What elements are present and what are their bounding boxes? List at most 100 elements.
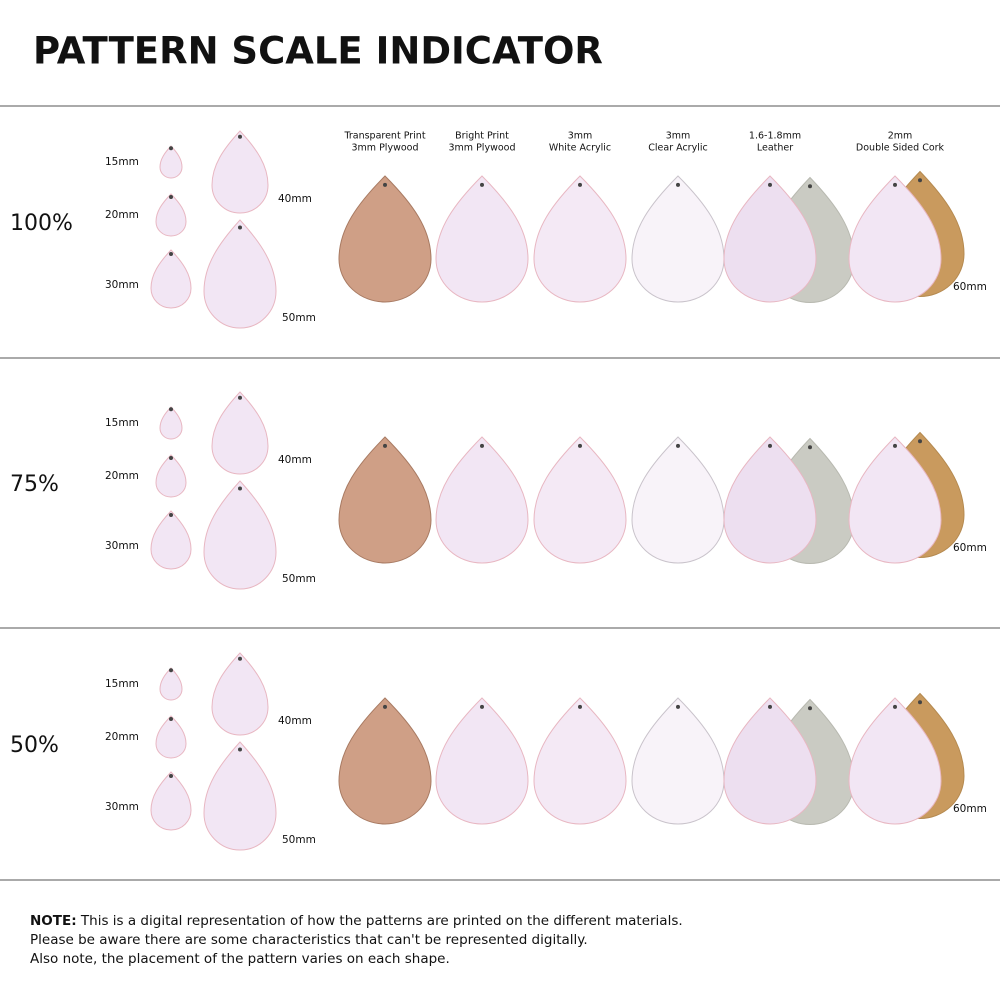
size-label: 60mm [953,803,987,815]
scale-chart: PATTERN SCALE INDICATOR Transparent Prin… [0,30,1000,881]
hole [169,146,173,151]
hole [768,443,772,448]
hole [578,704,582,709]
teardrop [631,175,725,303]
teardrop [848,697,942,825]
note-text: This is a digital representation of how … [80,913,683,929]
hole [238,656,242,661]
teardrop [631,697,725,825]
teardrop [159,406,183,440]
note-line: NOTE: This is a digital representation o… [30,912,683,931]
size-label: 20mm [105,470,139,482]
teardrop [211,130,269,214]
hole [383,704,387,709]
teardrop [723,697,817,825]
size-label: 40mm [278,715,312,727]
hole [238,486,242,491]
size-label: 15mm [105,678,139,690]
teardrop [533,436,627,564]
note-line: Please be aware there are some character… [30,932,588,948]
material-label: 3mm Plywood [449,143,516,154]
hole [918,439,922,444]
hole [169,774,173,779]
hole [918,178,922,183]
teardrop [533,697,627,825]
size-label: 40mm [278,454,312,466]
size-label: 30mm [105,801,139,813]
material-label: 3mm [568,131,593,142]
teardrop [159,667,183,701]
hole [893,443,897,448]
hole [169,716,173,721]
material-label: 3mm Plywood [352,143,419,154]
scale-label: 50% [10,733,59,758]
hole [169,194,173,199]
teardrop [211,391,269,475]
teardrop [159,145,183,179]
material-label: Clear Acrylic [648,143,707,154]
hole [808,445,812,450]
teardrop [150,249,192,309]
size-label: 30mm [105,279,139,291]
note-line: Also note, the placement of the pattern … [30,951,450,967]
size-label: 60mm [953,281,987,293]
hole [480,704,484,709]
material-label: Double Sided Cork [856,143,945,154]
teardrop [338,436,432,564]
teardrop [150,771,192,831]
hole [238,225,242,230]
size-label: 30mm [105,540,139,552]
hole [578,182,582,187]
hole [238,134,242,139]
hole [238,747,242,752]
material-label: Bright Print [455,131,509,142]
hole [893,182,897,187]
hole [480,443,484,448]
teardrop [435,175,529,303]
hole [578,443,582,448]
size-label: 40mm [278,193,312,205]
note-label: NOTE: [30,913,77,929]
size-label: 15mm [105,156,139,168]
hole [676,182,680,187]
hole [238,395,242,400]
material-label: Leather [757,143,793,154]
title: PATTERN SCALE INDICATOR [33,30,603,73]
note: NOTE: This is a digital representation o… [30,912,683,969]
hole [383,182,387,187]
material-label: 1.6-1.8mm [749,131,801,142]
teardrop [723,436,817,564]
material-label: 2mm [888,131,913,142]
size-label: 15mm [105,417,139,429]
teardrop [848,175,942,303]
hole [169,668,173,673]
teardrop [533,175,627,303]
teardrop [155,454,187,498]
teardrop [155,715,187,759]
hole [480,182,484,187]
size-label: 20mm [105,731,139,743]
teardrop [723,175,817,303]
hole [808,706,812,711]
size-label: 20mm [105,209,139,221]
teardrop [338,697,432,825]
teardrop [155,193,187,237]
size-label: 50mm [282,834,316,846]
teardrop [435,436,529,564]
teardrop [338,175,432,303]
teardrop [848,436,942,564]
hole [893,704,897,709]
teardrop [435,697,529,825]
hole [918,700,922,705]
teardrop [203,219,277,329]
material-label: Transparent Print [343,131,425,142]
hole [768,182,772,187]
material-label: White Acrylic [549,143,611,154]
size-label: 60mm [953,542,987,554]
teardrop [203,741,277,851]
hole [169,407,173,412]
size-label: 50mm [282,312,316,324]
hole [808,184,812,189]
teardrop [211,652,269,736]
